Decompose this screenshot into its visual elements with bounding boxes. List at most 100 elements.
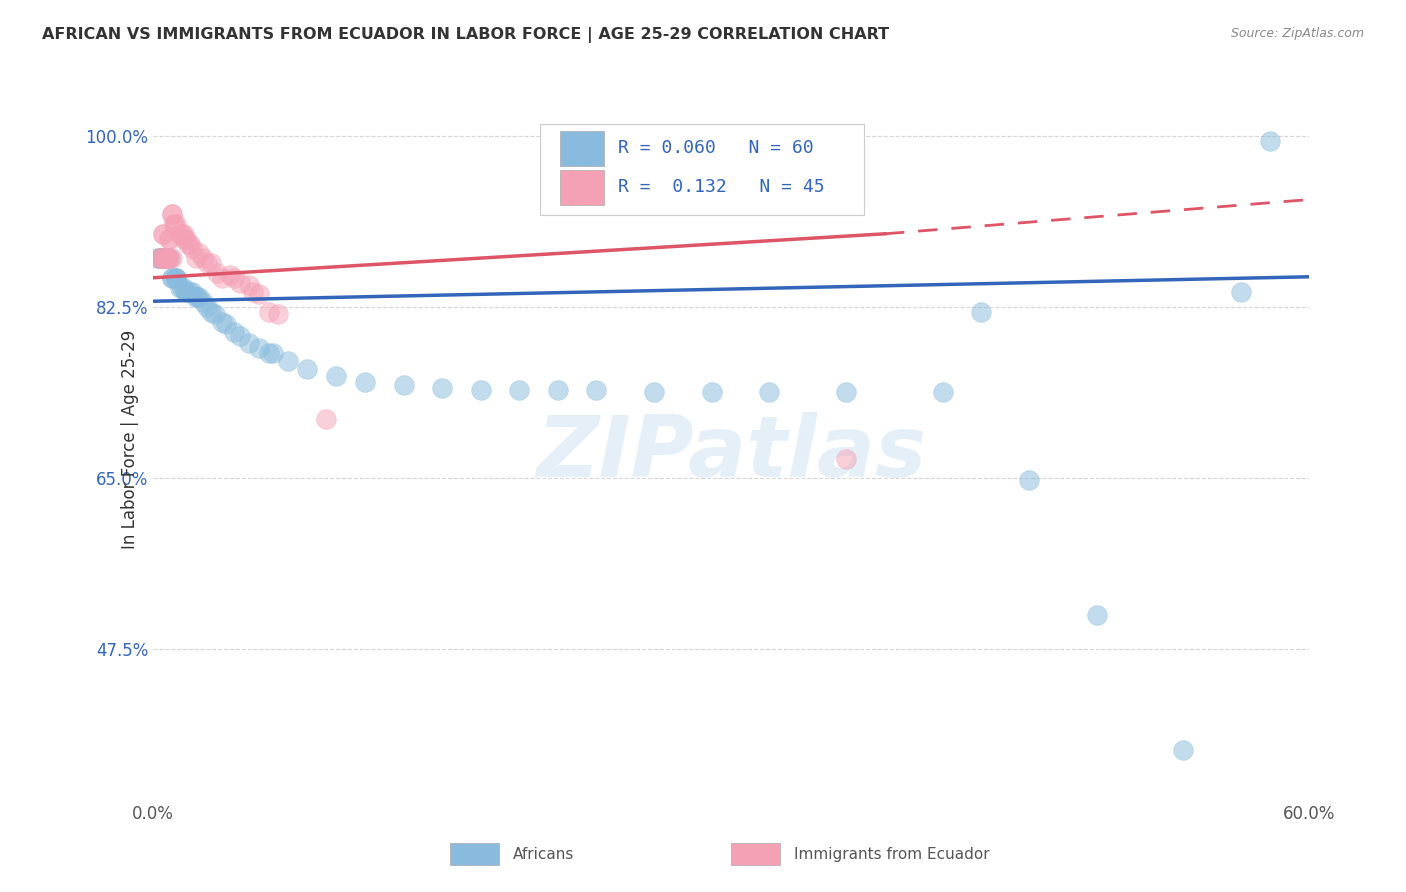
Point <box>257 305 280 319</box>
Point <box>170 227 193 241</box>
Point <box>315 412 337 426</box>
Text: R = 0.060   N = 60: R = 0.060 N = 60 <box>617 139 814 157</box>
Point <box>325 368 347 383</box>
Point <box>585 383 607 397</box>
Point <box>193 295 215 310</box>
Point <box>156 252 179 266</box>
FancyBboxPatch shape <box>560 170 603 205</box>
Point <box>211 270 233 285</box>
Point <box>257 346 280 360</box>
Point <box>195 300 218 314</box>
Point <box>153 252 176 266</box>
Point <box>184 290 207 304</box>
Point <box>1085 607 1108 622</box>
Point <box>173 280 195 294</box>
Point <box>159 252 181 266</box>
Point <box>247 287 270 301</box>
Point <box>247 341 270 355</box>
Point <box>470 383 492 397</box>
Point <box>267 307 290 321</box>
Point <box>174 285 197 300</box>
Point <box>229 276 252 290</box>
Text: R =  0.132   N = 45: R = 0.132 N = 45 <box>617 178 824 196</box>
Point <box>184 252 207 266</box>
Point <box>188 246 211 260</box>
Point <box>700 385 723 400</box>
Point <box>180 285 202 300</box>
FancyBboxPatch shape <box>560 131 603 166</box>
Point <box>157 232 180 246</box>
Point <box>174 232 197 246</box>
Point <box>835 451 858 466</box>
Point <box>162 270 184 285</box>
Point <box>297 361 319 376</box>
Point <box>173 227 195 241</box>
Point <box>1230 285 1253 300</box>
Point <box>205 266 228 280</box>
Point <box>165 270 187 285</box>
Text: ZIPatlas: ZIPatlas <box>536 412 927 495</box>
Point <box>204 307 226 321</box>
Point <box>163 217 186 231</box>
Point <box>162 270 184 285</box>
Point <box>430 381 453 395</box>
Point <box>152 227 174 241</box>
Point <box>238 336 260 351</box>
Point <box>179 285 201 300</box>
Point <box>156 252 179 266</box>
Text: AFRICAN VS IMMIGRANTS FROM ECUADOR IN LABOR FORCE | AGE 25-29 CORRELATION CHART: AFRICAN VS IMMIGRANTS FROM ECUADOR IN LA… <box>42 27 890 43</box>
Point <box>238 277 260 292</box>
Point <box>200 256 222 270</box>
Point <box>643 385 665 400</box>
Point <box>173 232 195 246</box>
Point <box>156 252 179 266</box>
Text: Source: ZipAtlas.com: Source: ZipAtlas.com <box>1230 27 1364 40</box>
Point <box>170 280 193 294</box>
Point <box>157 232 180 246</box>
Point <box>156 252 179 266</box>
Point <box>508 383 530 397</box>
Point <box>162 252 184 266</box>
Point <box>149 252 172 266</box>
Point <box>169 227 191 241</box>
Point <box>193 252 215 266</box>
Point <box>152 227 174 241</box>
Point <box>148 252 170 266</box>
Point <box>153 252 176 266</box>
Point <box>157 252 180 266</box>
Point <box>152 252 174 266</box>
Point <box>931 385 953 400</box>
Text: Immigrants from Ecuador: Immigrants from Ecuador <box>794 847 990 862</box>
Point <box>188 290 211 304</box>
Point <box>222 270 245 285</box>
Point <box>180 242 202 256</box>
Point <box>970 305 993 319</box>
Point <box>149 252 172 266</box>
Point <box>354 376 377 390</box>
Point <box>148 252 170 266</box>
Point <box>169 280 191 294</box>
Point <box>179 236 201 251</box>
Point <box>219 268 242 282</box>
Point <box>392 378 415 392</box>
Point <box>156 252 179 266</box>
Point <box>211 315 233 329</box>
FancyBboxPatch shape <box>540 125 863 215</box>
Point <box>758 385 780 400</box>
Point <box>195 256 218 270</box>
Point <box>165 270 187 285</box>
Point <box>222 325 245 339</box>
Point <box>152 252 174 266</box>
Point <box>1173 743 1195 757</box>
Y-axis label: In Labor Force | Age 25-29: In Labor Force | Age 25-29 <box>121 329 139 549</box>
Point <box>153 252 176 266</box>
Point <box>149 252 172 266</box>
Point <box>186 290 208 304</box>
Point <box>162 207 184 221</box>
Point <box>200 305 222 319</box>
Point <box>835 385 858 400</box>
Text: Africans: Africans <box>513 847 575 862</box>
Point <box>165 270 187 285</box>
Point <box>177 236 200 251</box>
Point <box>165 217 187 231</box>
